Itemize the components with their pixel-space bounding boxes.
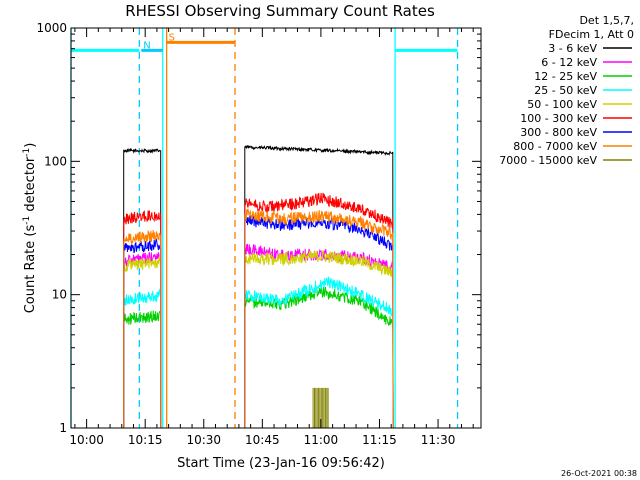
x-axis-label: Start Time (23-Jan-16 09:56:42) bbox=[177, 456, 385, 471]
series-line bbox=[123, 236, 162, 429]
legend-label: 100 - 300 keV bbox=[520, 112, 597, 125]
series-line bbox=[123, 251, 162, 429]
series-line bbox=[244, 144, 394, 429]
series-line bbox=[244, 276, 394, 429]
y-axis-label-sup2: -1 bbox=[22, 148, 32, 157]
y-tick-label: 1000 bbox=[36, 21, 67, 35]
flag-label: S bbox=[169, 32, 175, 43]
series-line bbox=[244, 250, 394, 429]
y-axis-ticks: 1 10 100 1000 bbox=[36, 21, 481, 435]
series-line bbox=[123, 255, 162, 429]
x-tick-label: 11:15 bbox=[362, 433, 397, 447]
plot-frame bbox=[70, 27, 482, 429]
series-line bbox=[244, 192, 394, 429]
legend-label: 6 - 12 keV bbox=[541, 56, 597, 69]
legend-header-2: FDecim 1, Att 0 bbox=[549, 28, 634, 41]
legend-label: 50 - 100 keV bbox=[527, 98, 597, 111]
x-axis-ticks: 10:00 10:15 10:30 10:45 11:00 11:15 11:30 bbox=[69, 28, 474, 447]
legend-label: 300 - 800 keV bbox=[520, 126, 597, 139]
legend-label: 7000 - 15000 keV bbox=[499, 154, 597, 167]
y-axis-label-end: ) bbox=[23, 143, 38, 148]
series-line bbox=[123, 288, 162, 429]
y-axis-label: Count Rate (s-1 detector-1) bbox=[22, 143, 38, 314]
y-axis-label-sup1: -1 bbox=[22, 216, 32, 225]
series-line bbox=[244, 208, 394, 429]
series-line bbox=[123, 229, 162, 429]
series-line bbox=[312, 387, 329, 428]
legend-label: 800 - 7000 keV bbox=[513, 140, 597, 153]
x-tick-label: 10:00 bbox=[69, 433, 104, 447]
series-line bbox=[123, 310, 162, 429]
flag-label: N bbox=[143, 40, 150, 51]
legend-label: 25 - 50 keV bbox=[534, 84, 597, 97]
legend-label: 3 - 6 keV bbox=[548, 42, 597, 55]
x-tick-label: 11:00 bbox=[304, 433, 339, 447]
y-axis-label-main: Count Rate (s bbox=[23, 225, 38, 314]
y-axis-label-mid: detector bbox=[23, 156, 38, 216]
series-line bbox=[123, 210, 162, 429]
y-tick-label: 10 bbox=[52, 288, 67, 302]
x-tick-label: 10:15 bbox=[128, 433, 163, 447]
legend-label: 12 - 25 keV bbox=[534, 70, 597, 83]
footer-date: 26-Oct-2021 00:38 bbox=[561, 469, 637, 478]
x-tick-label: 10:45 bbox=[245, 433, 280, 447]
x-tick-label: 10:30 bbox=[186, 433, 221, 447]
legend-header-1: Det 1,5,7, bbox=[579, 14, 634, 27]
chart-title: RHESSI Observing Summary Count Rates bbox=[125, 2, 435, 20]
vertical-markers bbox=[70, 28, 459, 428]
x-tick-label: 11:30 bbox=[421, 433, 456, 447]
flag-bars: NS bbox=[71, 32, 458, 52]
series-line bbox=[123, 147, 162, 429]
y-tick-label: 100 bbox=[44, 154, 67, 168]
series-group bbox=[123, 144, 394, 429]
y-tick-label: 1 bbox=[59, 421, 67, 435]
